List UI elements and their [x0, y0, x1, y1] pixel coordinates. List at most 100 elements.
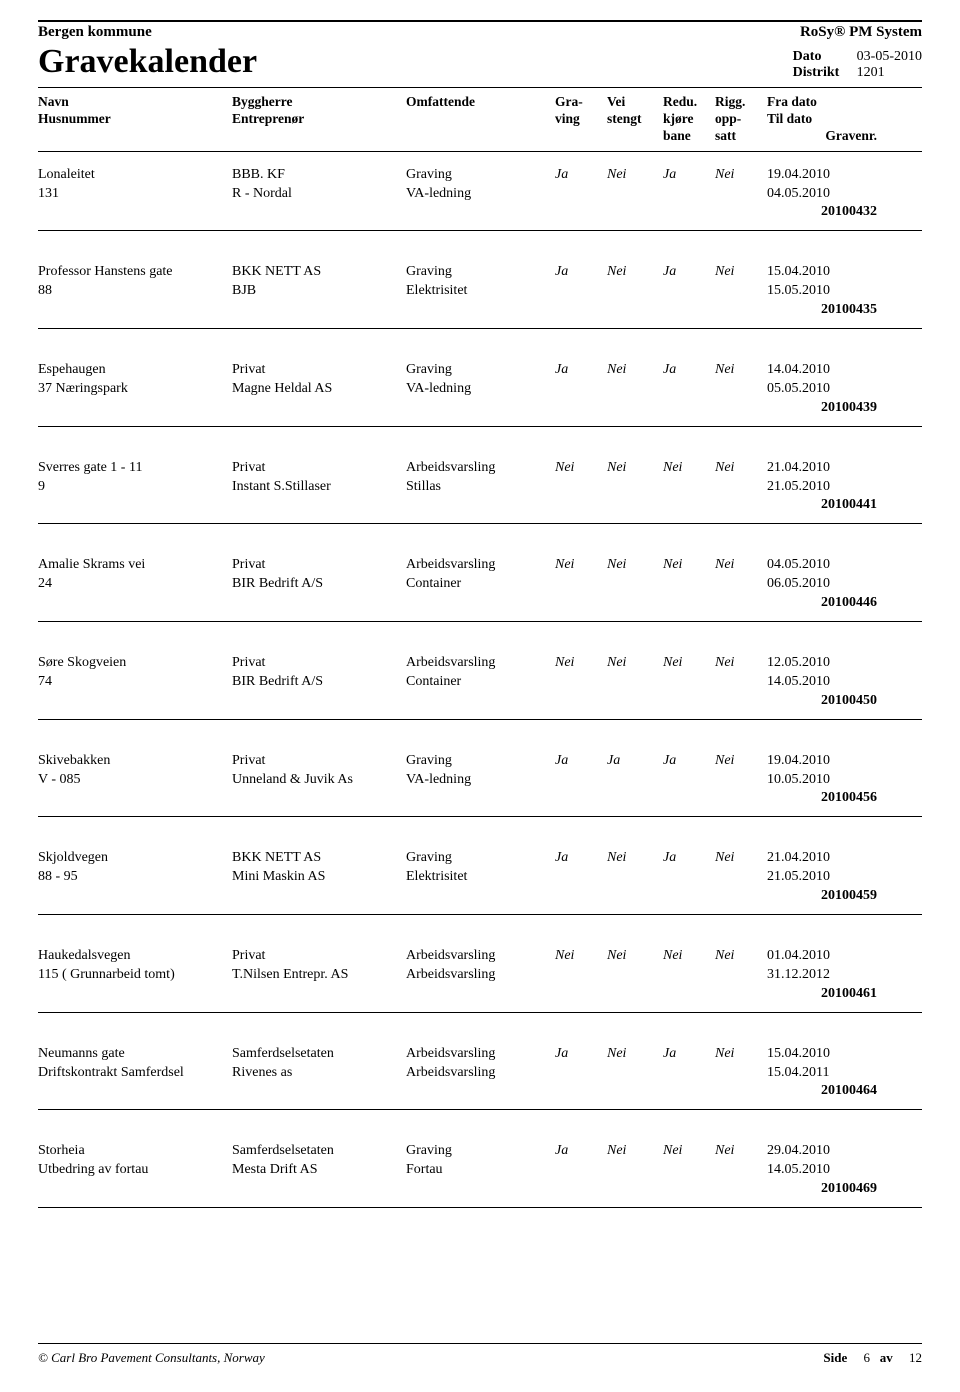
col-byggherre: Byggherre Entreprenør	[232, 94, 402, 145]
cell-vei: Nei	[607, 556, 659, 613]
cell-navn: Søre Skogveien74	[38, 654, 228, 711]
cell-dates: 15.04.201015.05.201020100435	[767, 263, 877, 320]
cell-dates: 29.04.201014.05.201020100469	[767, 1142, 877, 1199]
cell-byggherre: PrivatBIR Bedrift A/S	[232, 556, 402, 613]
col-rigg: Rigg. opp- satt	[715, 94, 763, 145]
page-title: Gravekalender	[38, 43, 257, 81]
footer: © Carl Bro Pavement Consultants, Norway …	[38, 1343, 922, 1366]
cell-navn: Amalie Skrams vei24	[38, 556, 228, 613]
org-name: Bergen kommune	[38, 24, 152, 41]
cell-vei: Nei	[607, 361, 659, 418]
cell-navn: StorheiaUtbedring av fortau	[38, 1142, 228, 1199]
date-label: Dato	[793, 49, 857, 65]
cell-vei: Nei	[607, 459, 659, 516]
cell-byggherre: PrivatInstant S.Stillaser	[232, 459, 402, 516]
cell-vei: Ja	[607, 752, 659, 809]
cell-dates: 21.04.201021.05.201020100459	[767, 849, 877, 906]
cell-navn: Espehaugen37 Næringspark	[38, 361, 228, 418]
cell-byggherre: BBB. KFR - Nordal	[232, 166, 402, 223]
district-value: 1201	[857, 65, 885, 81]
cell-rigg: Nei	[715, 1045, 763, 1102]
footer-pager: Side 6 av 12	[823, 1350, 922, 1366]
cell-omfattende: ArbeidsvarslingContainer	[406, 654, 551, 711]
date-value: 03-05-2010	[857, 49, 922, 65]
table-row: Søre Skogveien74PrivatBIR Bedrift A/SArb…	[38, 644, 922, 720]
cell-omfattende: ArbeidsvarslingContainer	[406, 556, 551, 613]
col-vei: Vei stengt	[607, 94, 659, 145]
table-row: StorheiaUtbedring av fortauSamferdselset…	[38, 1132, 922, 1208]
system-name: RoSy® PM System	[800, 24, 922, 41]
cell-redu: Nei	[663, 459, 711, 516]
cell-byggherre: BKK NETT ASMini Maskin AS	[232, 849, 402, 906]
cell-vei: Nei	[607, 166, 659, 223]
cell-redu: Nei	[663, 947, 711, 1004]
cell-graving: Ja	[555, 752, 603, 809]
cell-vei: Nei	[607, 263, 659, 320]
cell-omfattende: ArbeidsvarslingStillas	[406, 459, 551, 516]
cell-rigg: Nei	[715, 459, 763, 516]
table-row: Skjoldvegen88 - 95BKK NETT ASMini Maskin…	[38, 839, 922, 915]
cell-redu: Nei	[663, 1142, 711, 1199]
header-row: Bergen kommune RoSy® PM System	[38, 24, 922, 41]
column-headers: Navn Husnummer Byggherre Entreprenør Omf…	[38, 87, 922, 152]
district-label: Distrikt	[793, 65, 857, 81]
cell-graving: Ja	[555, 263, 603, 320]
table-row: Sverres gate 1 - 119PrivatInstant S.Stil…	[38, 449, 922, 525]
cell-redu: Nei	[663, 556, 711, 613]
cell-rigg: Nei	[715, 654, 763, 711]
cell-rigg: Nei	[715, 849, 763, 906]
cell-graving: Ja	[555, 1142, 603, 1199]
cell-vei: Nei	[607, 1142, 659, 1199]
cell-graving: Nei	[555, 947, 603, 1004]
cell-rigg: Nei	[715, 752, 763, 809]
cell-rigg: Nei	[715, 1142, 763, 1199]
cell-omfattende: GravingFortau	[406, 1142, 551, 1199]
cell-byggherre: PrivatBIR Bedrift A/S	[232, 654, 402, 711]
cell-graving: Ja	[555, 361, 603, 418]
entries-container: Lonaleitet131BBB. KFR - NordalGravingVA-…	[38, 156, 922, 1208]
cell-graving: Nei	[555, 654, 603, 711]
cell-redu: Ja	[663, 166, 711, 223]
table-row: SkivebakkenV - 085PrivatUnneland & Juvik…	[38, 742, 922, 818]
table-row: Haukedalsvegen115 ( Grunnarbeid tomt)Pri…	[38, 937, 922, 1013]
cell-redu: Ja	[663, 1045, 711, 1102]
cell-omfattende: GravingVA-ledning	[406, 361, 551, 418]
cell-rigg: Nei	[715, 556, 763, 613]
cell-byggherre: PrivatMagne Heldal AS	[232, 361, 402, 418]
cell-dates: 15.04.201015.04.201120100464	[767, 1045, 877, 1102]
meta-block: Dato 03-05-2010 Distrikt 1201	[793, 49, 922, 81]
table-row: Professor Hanstens gate88BKK NETT ASBJBG…	[38, 253, 922, 329]
cell-omfattende: GravingElektrisitet	[406, 849, 551, 906]
cell-omfattende: GravingElektrisitet	[406, 263, 551, 320]
cell-dates: 19.04.201004.05.201020100432	[767, 166, 877, 223]
cell-redu: Ja	[663, 263, 711, 320]
col-omfattende: Omfattende	[406, 94, 551, 145]
cell-redu: Nei	[663, 654, 711, 711]
cell-omfattende: GravingVA-ledning	[406, 752, 551, 809]
footer-copyright: © Carl Bro Pavement Consultants, Norway	[38, 1350, 265, 1366]
cell-dates: 04.05.201006.05.201020100446	[767, 556, 877, 613]
cell-omfattende: ArbeidsvarslingArbeidsvarsling	[406, 1045, 551, 1102]
cell-navn: Lonaleitet131	[38, 166, 228, 223]
cell-dates: 14.04.201005.05.201020100439	[767, 361, 877, 418]
cell-navn: Skjoldvegen88 - 95	[38, 849, 228, 906]
cell-graving: Ja	[555, 849, 603, 906]
cell-omfattende: GravingVA-ledning	[406, 166, 551, 223]
cell-rigg: Nei	[715, 166, 763, 223]
cell-rigg: Nei	[715, 263, 763, 320]
cell-navn: Haukedalsvegen115 ( Grunnarbeid tomt)	[38, 947, 228, 1004]
cell-graving: Nei	[555, 459, 603, 516]
cell-dates: 21.04.201021.05.201020100441	[767, 459, 877, 516]
col-graving: Gra- ving	[555, 94, 603, 145]
top-rule	[38, 20, 922, 22]
cell-navn: Sverres gate 1 - 119	[38, 459, 228, 516]
cell-dates: 12.05.201014.05.201020100450	[767, 654, 877, 711]
cell-dates: 19.04.201010.05.201020100456	[767, 752, 877, 809]
cell-graving: Ja	[555, 1045, 603, 1102]
table-row: Neumanns gateDriftskontrakt SamferdselSa…	[38, 1035, 922, 1111]
table-row: Amalie Skrams vei24PrivatBIR Bedrift A/S…	[38, 546, 922, 622]
cell-rigg: Nei	[715, 361, 763, 418]
col-redu: Redu. kjøre bane	[663, 94, 711, 145]
cell-omfattende: ArbeidsvarslingArbeidsvarsling	[406, 947, 551, 1004]
cell-redu: Ja	[663, 752, 711, 809]
